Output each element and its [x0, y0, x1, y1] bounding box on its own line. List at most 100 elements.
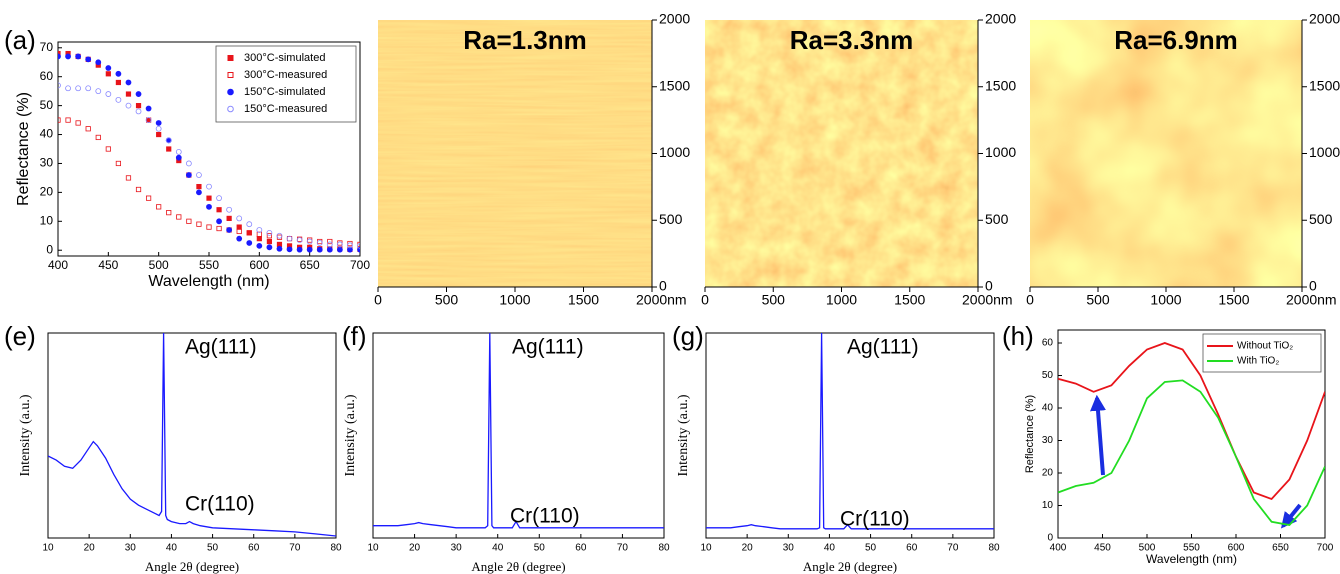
- series-line: [706, 332, 994, 530]
- legend-marker: [227, 105, 234, 113]
- marker: [65, 85, 71, 92]
- y-tick-label: 30: [1042, 435, 1054, 446]
- y-tick-label: 1000: [659, 144, 690, 160]
- marker: [256, 236, 262, 242]
- y-tick-label: 2000: [1309, 11, 1340, 27]
- marker: [236, 228, 242, 235]
- marker: [115, 70, 122, 77]
- x-tick-label: 500: [1139, 543, 1156, 554]
- image-title: Ra=3.3nm: [790, 25, 914, 55]
- marker: [58, 82, 61, 89]
- marker: [336, 241, 343, 248]
- annotation: Cr(110): [510, 505, 580, 528]
- afm-image: [1030, 20, 1302, 287]
- marker: [316, 246, 323, 253]
- y-axis-label: Reflectance (%): [1024, 395, 1036, 473]
- marker: [58, 50, 61, 57]
- marker: [115, 96, 122, 103]
- y-tick-label: 500: [985, 211, 1009, 227]
- x-tick-label: 550: [1183, 543, 1200, 554]
- x-tick-label: 1500: [1218, 292, 1249, 308]
- plot-area: [1058, 342, 1325, 526]
- y-tick-label: 0: [985, 278, 993, 294]
- x-tick-label: 600: [249, 258, 269, 272]
- marker: [306, 238, 313, 245]
- marker: [155, 125, 162, 132]
- x-tick-label: 500: [762, 292, 786, 308]
- annotation: Cr(110): [840, 508, 910, 531]
- plot-area: [58, 50, 360, 253]
- marker: [155, 120, 162, 126]
- y-tick-label: 0: [659, 278, 667, 294]
- y-tick-label: 40: [1042, 403, 1054, 414]
- marker: [145, 117, 152, 123]
- y-tick-label: 500: [1309, 211, 1333, 227]
- marker: [196, 172, 202, 178]
- panel-label: (e): [4, 321, 36, 351]
- y-tick-label: 20: [1042, 468, 1054, 479]
- marker: [145, 195, 152, 201]
- marker: [85, 85, 92, 92]
- panel-label: (a): [4, 25, 36, 55]
- y-tick-label: 50: [1042, 370, 1054, 381]
- x-tick-label: 70: [947, 543, 959, 554]
- marker: [105, 146, 111, 152]
- series-line: [1058, 342, 1325, 501]
- marker: [226, 215, 232, 222]
- marker: [286, 235, 293, 242]
- y-tick-label: 60: [40, 69, 54, 83]
- marker: [125, 79, 132, 86]
- annotation: Ag(111): [185, 336, 257, 359]
- plot-area: [373, 332, 664, 529]
- marker: [185, 172, 192, 178]
- x-tick-label: 650: [1272, 543, 1289, 554]
- x-tick-label: 500: [1086, 292, 1110, 308]
- legend-marker: [227, 72, 234, 78]
- y-tick-label: 1500: [659, 77, 690, 93]
- x-tick-label: 10: [367, 543, 379, 554]
- marker: [266, 233, 273, 239]
- marker: [65, 53, 71, 60]
- image-title: Ra=1.3nm: [463, 25, 587, 55]
- x-tick-label: 30: [783, 543, 795, 554]
- y-tick-label: 2000: [659, 11, 690, 27]
- x-tick-label: 30: [451, 543, 463, 554]
- x-tick-label: 400: [48, 258, 68, 272]
- marker: [226, 206, 233, 213]
- x-tick-label: 550: [199, 258, 219, 272]
- marker: [216, 207, 222, 213]
- legend-label: Without TiO₂: [1237, 341, 1293, 352]
- legend-label: 300°C-simulated: [244, 52, 325, 64]
- afm-image: [378, 20, 652, 287]
- marker: [216, 218, 222, 225]
- marker: [166, 210, 172, 216]
- panel-label: (f): [342, 321, 367, 351]
- y-tick-label: 40: [40, 127, 54, 141]
- marker: [256, 242, 263, 249]
- x-tick-label: 2000nm: [962, 292, 1013, 308]
- marker: [327, 238, 333, 245]
- x-tick-label: 70: [617, 543, 629, 554]
- marker: [175, 148, 182, 155]
- y-tick-label: 1500: [985, 77, 1016, 93]
- x-tick-label: 60: [248, 543, 260, 554]
- y-tick-label: 30: [40, 156, 54, 170]
- legend-label: With TiO₂: [1237, 356, 1279, 367]
- y-tick-label: 500: [659, 211, 683, 227]
- marker: [347, 242, 353, 249]
- x-tick-label: 700: [350, 258, 370, 272]
- marker: [276, 245, 283, 252]
- y-axis-label: Intensity (a.u.): [343, 394, 358, 476]
- afm-image: [705, 20, 978, 287]
- marker: [266, 229, 273, 236]
- marker: [286, 246, 293, 253]
- x-tick-label: 50: [534, 543, 546, 554]
- x-tick-label: 80: [658, 543, 670, 554]
- x-axis-label: Angle 2θ (degree): [145, 559, 239, 574]
- marker: [236, 224, 242, 230]
- arrow: [1280, 503, 1302, 529]
- x-tick-label: 10: [42, 543, 54, 554]
- marker: [85, 56, 92, 63]
- marker: [246, 240, 253, 246]
- x-tick-label: 450: [1094, 543, 1111, 554]
